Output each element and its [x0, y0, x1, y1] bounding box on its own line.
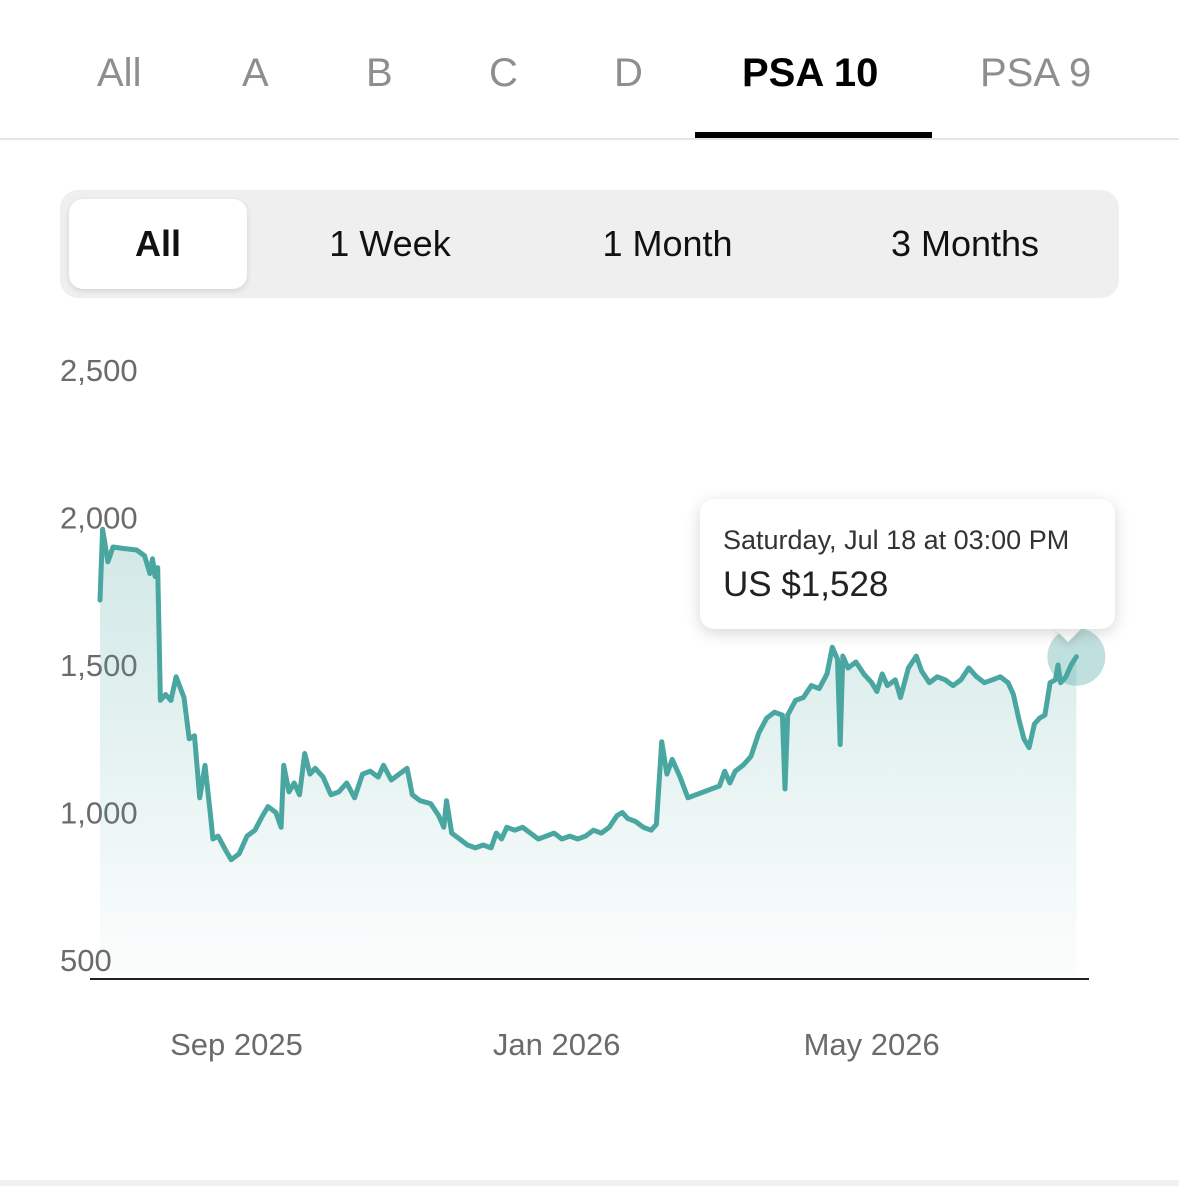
bottom-divider: [0, 1180, 1179, 1186]
time-range-selector: All 1 Week 1 Month 3 Months: [60, 190, 1119, 298]
y-tick-label: 2,000: [60, 501, 138, 536]
x-tick-label: Sep 2025: [170, 1027, 303, 1062]
price-tooltip: Saturday, Jul 18 at 03:00 PM US $1,528: [700, 499, 1115, 629]
price-line: [97, 526, 1079, 863]
grade-tab-all[interactable]: All: [97, 51, 142, 95]
tooltip-price: US $1,528: [723, 565, 889, 604]
y-tick-label: 2,500: [60, 353, 138, 388]
tooltip-date: Saturday, Jul 18 at 03:00 PM: [723, 525, 1070, 555]
grade-tab-psa-9[interactable]: PSA 9: [980, 51, 1092, 95]
grade-tab-a[interactable]: A: [242, 51, 269, 95]
grade-tab-d[interactable]: D: [614, 51, 643, 95]
grade-tab-psa-10[interactable]: PSA 10: [742, 51, 879, 95]
x-tick-label: May 2026: [804, 1027, 940, 1062]
price-area-fill: [100, 529, 1077, 975]
x-tick-label: Jan 2026: [493, 1027, 621, 1062]
active-tab-indicator: [695, 132, 932, 138]
grade-tab-c[interactable]: C: [489, 51, 518, 95]
range-button-1-week[interactable]: 1 Week: [329, 223, 451, 264]
grade-tab-b[interactable]: B: [366, 51, 393, 95]
grade-tab-bar: All A B C D PSA 10 PSA 9: [0, 0, 1179, 140]
range-button-all[interactable]: All: [69, 199, 247, 289]
highlighted-data-point[interactable]: [1047, 627, 1106, 686]
range-button-1-month[interactable]: 1 Month: [602, 223, 733, 264]
range-button-3-months[interactable]: 3 Months: [890, 223, 1040, 264]
